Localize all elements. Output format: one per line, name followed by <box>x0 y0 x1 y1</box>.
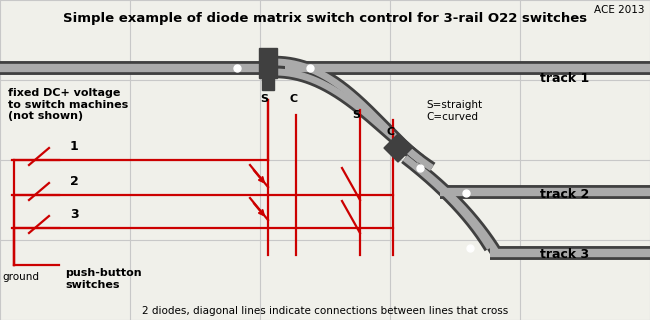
Text: fixed DC+ voltage
to switch machines
(not shown): fixed DC+ voltage to switch machines (no… <box>8 88 128 121</box>
Text: ground: ground <box>2 272 39 282</box>
Text: 2 diodes, diagonal lines indicate connections between lines that cross: 2 diodes, diagonal lines indicate connec… <box>142 306 508 316</box>
Polygon shape <box>384 134 412 162</box>
Text: C: C <box>387 127 395 137</box>
Bar <box>262 78 274 90</box>
Text: track 3: track 3 <box>540 248 589 261</box>
Text: Simple example of diode matrix switch control for 3-rail O22 switches: Simple example of diode matrix switch co… <box>63 12 587 25</box>
Text: C: C <box>290 94 298 104</box>
Text: 2: 2 <box>70 175 79 188</box>
Text: S=straight
C=curved: S=straight C=curved <box>426 100 482 122</box>
Text: track 2: track 2 <box>540 188 590 201</box>
Text: 1: 1 <box>70 140 79 153</box>
Text: 3: 3 <box>70 208 79 221</box>
Text: track 1: track 1 <box>540 72 590 85</box>
Text: push-button
switches: push-button switches <box>65 268 142 290</box>
Text: S: S <box>260 94 268 104</box>
Text: S: S <box>352 110 360 120</box>
Text: ACE 2013: ACE 2013 <box>595 5 645 15</box>
Bar <box>259 48 277 78</box>
